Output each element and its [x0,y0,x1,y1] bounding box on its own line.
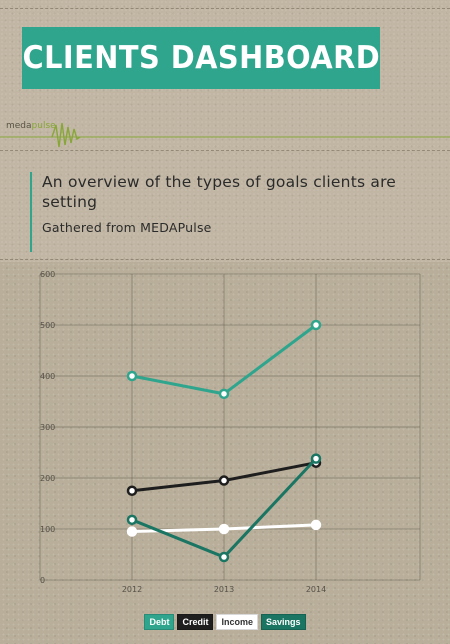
y-tick-label: 600 [40,270,55,279]
data-point-credit [126,485,138,496]
source-text: Gathered from MEDAPulse [42,220,212,235]
legend-item-credit: Credit [177,614,214,630]
legend-item-income: Income [216,614,258,630]
y-tick-label: 100 [40,525,55,534]
data-point-income [218,523,230,535]
y-tick-label: 0 [40,576,45,585]
y-tick-label: 400 [40,372,55,381]
stitch-divider [0,150,450,151]
pulse-line-icon [0,122,450,148]
x-tick-label: 2013 [214,585,234,594]
x-tick-label: 2014 [306,585,326,594]
legend-item-savings: Savings [261,614,306,630]
data-point-savings [126,514,138,526]
x-tick-label: 2012 [122,585,142,594]
title-banner: CLIENTS DASHBOARD [22,27,380,89]
logo-text: meda [6,121,32,131]
data-point-debt [310,319,322,331]
data-point-credit [218,475,230,486]
data-point-debt [126,370,138,382]
line-chart: 0 100 200 300 400 500 600 2012 2013 2014 [39,270,421,594]
description-text: An overview of the types of goals client… [42,173,397,211]
chart-background [0,262,450,644]
chart-legend: Debt Credit Income Savings [0,614,450,630]
data-point-savings [218,551,230,563]
stitch-divider [0,8,450,9]
stitch-divider [0,259,450,260]
logo-text-pulse: pulse [31,121,56,131]
data-point-debt [218,388,230,400]
legend-item-debt: Debt [144,614,175,630]
y-tick-label: 300 [40,423,55,432]
data-point-savings [310,453,322,464]
medapulse-logo: medapulse [6,121,56,131]
y-tick-label: 500 [40,321,55,330]
y-tick-label: 200 [40,474,55,483]
page-title: CLIENTS DASHBOARD [22,40,380,76]
data-point-income [126,526,138,537]
description-block: An overview of the types of goals client… [30,172,412,252]
data-point-income [310,519,322,531]
